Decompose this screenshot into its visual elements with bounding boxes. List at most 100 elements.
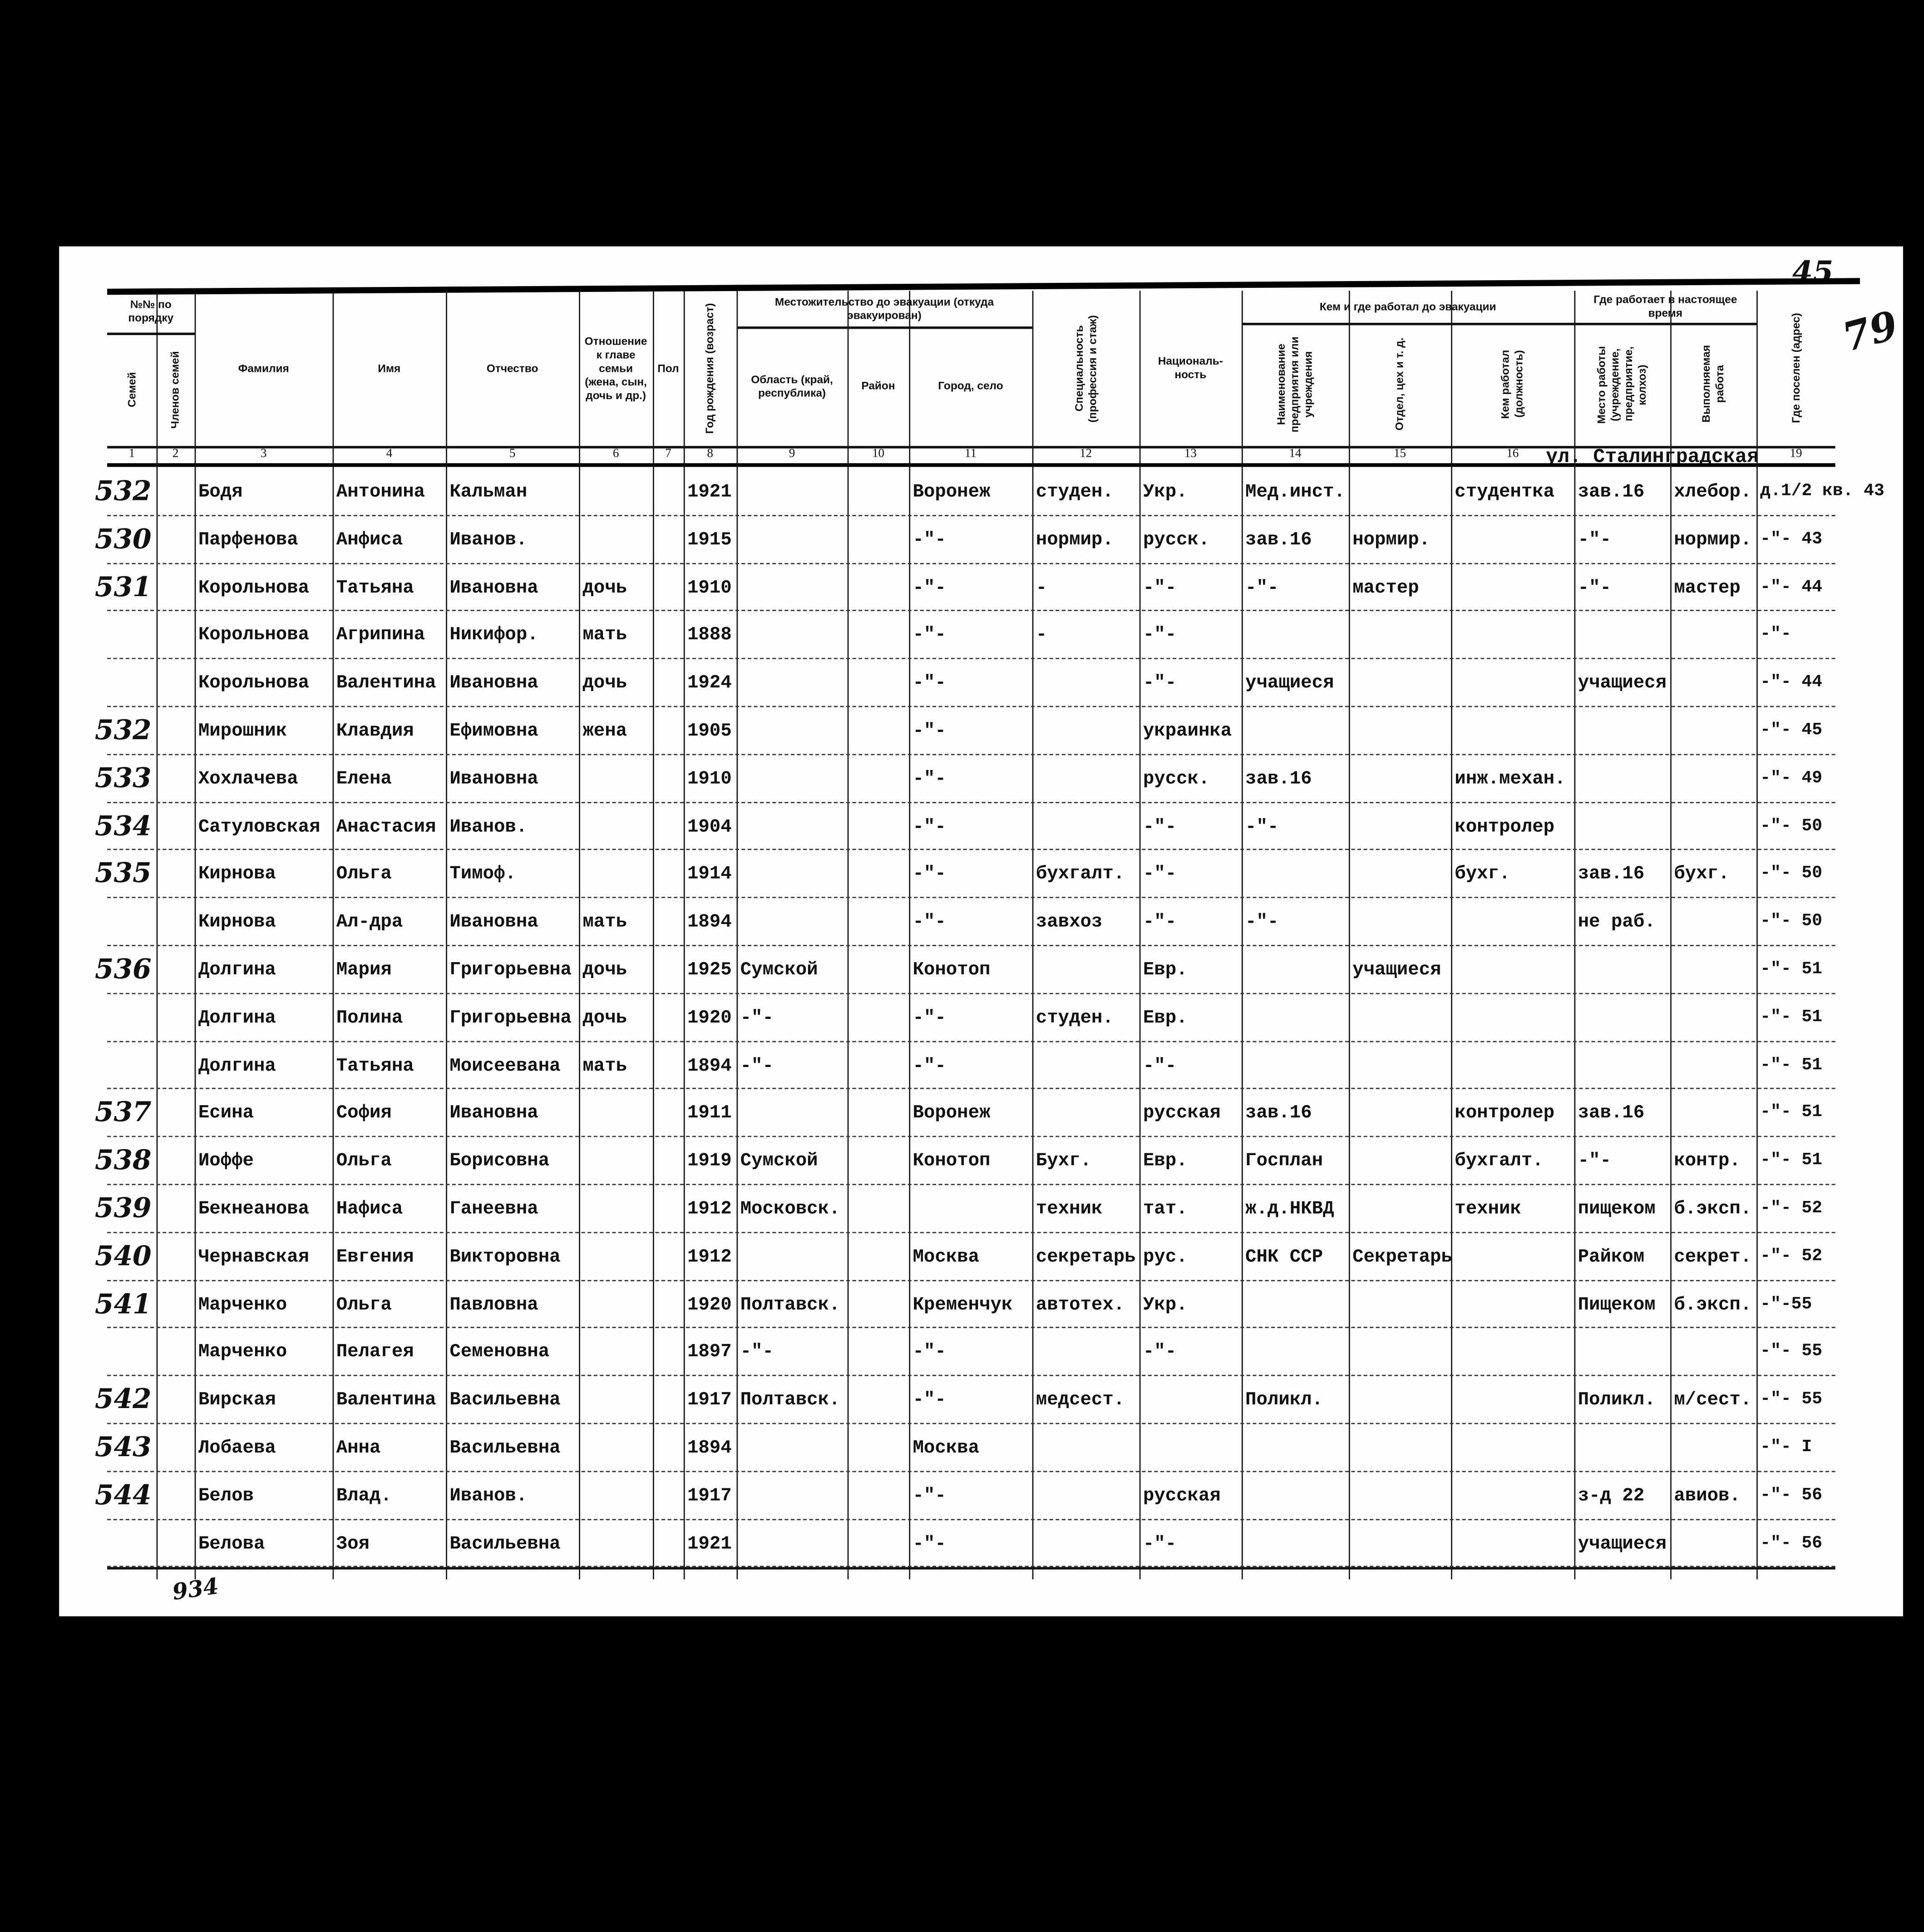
first-name-cell: Татьяна [336, 577, 414, 598]
family-no-cell: 532 [94, 475, 152, 508]
first-name-cell: Ольга [336, 864, 392, 885]
city-cell: -"- [913, 1055, 946, 1077]
first-name-cell: Мария [336, 959, 392, 981]
address-cell: -"- 50 [1760, 816, 1822, 836]
current-work-cell: нормир. [1674, 529, 1752, 551]
current-work-cell: б.эксп. [1674, 1198, 1752, 1220]
patronymic-cell: Ивановна [449, 577, 538, 598]
header-address-text: Где поселен (адрес) [1789, 313, 1802, 424]
current-workplace-cell: зав.16 [1578, 1103, 1645, 1124]
nationality-cell: -"- [1143, 864, 1177, 885]
birth-year-cell: 1910 [687, 768, 732, 790]
column-number: 7 [665, 447, 671, 461]
birth-year-cell: 1894 [687, 1438, 732, 1459]
current-work-cell: контр. [1674, 1151, 1741, 1172]
header-region-text: Область (край, республика) [751, 372, 833, 399]
city-cell: -"- [913, 768, 946, 790]
patronymic-cell: Ганеевна [449, 1198, 538, 1220]
enterprise-cell: зав.16 [1245, 529, 1312, 551]
column-divider [446, 291, 448, 1580]
current-workplace-cell: зав.16 [1578, 864, 1645, 885]
current-work-cell: хлебор. [1674, 481, 1752, 503]
column-number: 6 [612, 447, 619, 461]
family-no-cell: 530 [94, 523, 152, 556]
surname-cell: Вирская [198, 1389, 276, 1411]
enterprise-cell: Поликл. [1245, 1389, 1323, 1411]
position-cell: бухгалт. [1455, 1151, 1544, 1172]
header-surname-text: Фамилия [238, 361, 289, 374]
region-cell: Московск. [740, 1198, 840, 1220]
patronymic-cell: Ивановна [449, 1103, 538, 1124]
column-number: 14 [1289, 447, 1302, 461]
table-row: 540 Чернавская Евгения Викторовна 1912 Москва… [95, 1233, 1835, 1281]
column-divider [579, 291, 581, 1580]
current-workplace-cell: Пищеком [1578, 1294, 1656, 1315]
column-number: 19 [1790, 447, 1802, 461]
city-cell: -"- [913, 721, 946, 742]
address-cell: -"- 51 [1760, 1055, 1822, 1075]
first-name-cell: Татьяна [336, 1055, 414, 1077]
city-cell: Москва [913, 1246, 980, 1268]
nationality-cell: -"- [1143, 912, 1177, 933]
header-position: Кем работал (должность) [1451, 323, 1574, 446]
current-work-cell: секрет. [1674, 1246, 1752, 1268]
table-row: Марченко Пелагея Семеновна 1897 -"- -"- -"- -"-… [107, 1329, 1835, 1377]
birth-year-cell: 1910 [687, 577, 732, 598]
city-cell: Кременчук [913, 1294, 1013, 1315]
birth-year-cell: 1924 [687, 672, 732, 694]
city-cell: -"- [913, 529, 946, 551]
surname-cell: Бодя [198, 481, 243, 503]
table-row: 541 Марченко Ольга Павловна 1920 Полтавск. Кре… [95, 1281, 1835, 1329]
row-divider [107, 801, 1835, 803]
table-row: Корольнова Агрипина Никифор. мать 1888 -"- - -"… [107, 612, 1835, 660]
specialty-cell: техник [1036, 1198, 1103, 1220]
table-row: 534 Сатуловская Анастасия Иванов. 1904 -"- -"-… [95, 803, 1835, 851]
header-nationality: Националь-ность [1140, 291, 1242, 446]
first-name-cell: Полина [336, 1007, 403, 1028]
patronymic-cell: Ефимовна [449, 721, 538, 742]
header-sex-text: Пол [657, 361, 679, 374]
nationality-cell: Евр. [1143, 959, 1188, 981]
current-workplace-cell: пищеком [1578, 1198, 1656, 1220]
column-number: 3 [260, 447, 267, 461]
nationality-cell: -"- [1143, 1055, 1177, 1077]
surname-cell: Корольнова [198, 577, 310, 598]
birth-year-cell: 1897 [687, 1342, 732, 1363]
address-cell: -"- 43 [1760, 529, 1822, 549]
patronymic-cell: Васильевна [449, 1438, 561, 1459]
city-cell: Конотоп [913, 1151, 991, 1172]
surname-cell: Кирнова [198, 912, 276, 933]
current-work-cell: бухг. [1674, 864, 1730, 885]
column-divider [1241, 291, 1243, 1580]
city-cell: Конотоп [913, 959, 991, 981]
region-cell: Полтавск. [740, 1389, 840, 1411]
header-name-text: Имя [378, 361, 401, 374]
header-sex: Пол [653, 291, 684, 446]
city-cell: Москва [913, 1438, 980, 1459]
city-cell: -"- [913, 864, 946, 885]
row-divider [107, 849, 1835, 851]
specialty-cell: Бухг. [1036, 1151, 1091, 1172]
region-cell: -"- [740, 1342, 774, 1363]
column-number: 1 [128, 447, 135, 461]
birth-year-cell: 1917 [687, 1389, 732, 1411]
column-divider [683, 291, 686, 1580]
nationality-cell: Евр. [1143, 1151, 1188, 1172]
patronymic-cell: Васильевна [449, 1389, 561, 1411]
surname-cell: Кирнова [198, 864, 276, 885]
relation-cell: жена [582, 721, 627, 742]
surname-cell: Белов [198, 1485, 254, 1507]
current-workplace-cell: учащиеся [1578, 672, 1667, 694]
city-cell: -"- [913, 816, 946, 837]
city-cell: -"- [913, 625, 946, 646]
birth-year-cell: 1917 [687, 1485, 732, 1507]
header-department-text: Отдел, цех и т. д. [1393, 338, 1406, 431]
department-cell: учащиеся [1352, 959, 1441, 981]
address-cell: -"- 56 [1760, 1533, 1822, 1553]
birth-year-cell: 1888 [687, 625, 732, 646]
current-workplace-cell: Райком [1578, 1246, 1645, 1268]
table-row: Корольнова Валентина Ивановна дочь 1924 -"- -"… [107, 659, 1835, 707]
family-no-cell: 541 [94, 1288, 152, 1320]
column-number: 12 [1080, 447, 1092, 461]
nationality-cell: -"- [1143, 816, 1177, 837]
